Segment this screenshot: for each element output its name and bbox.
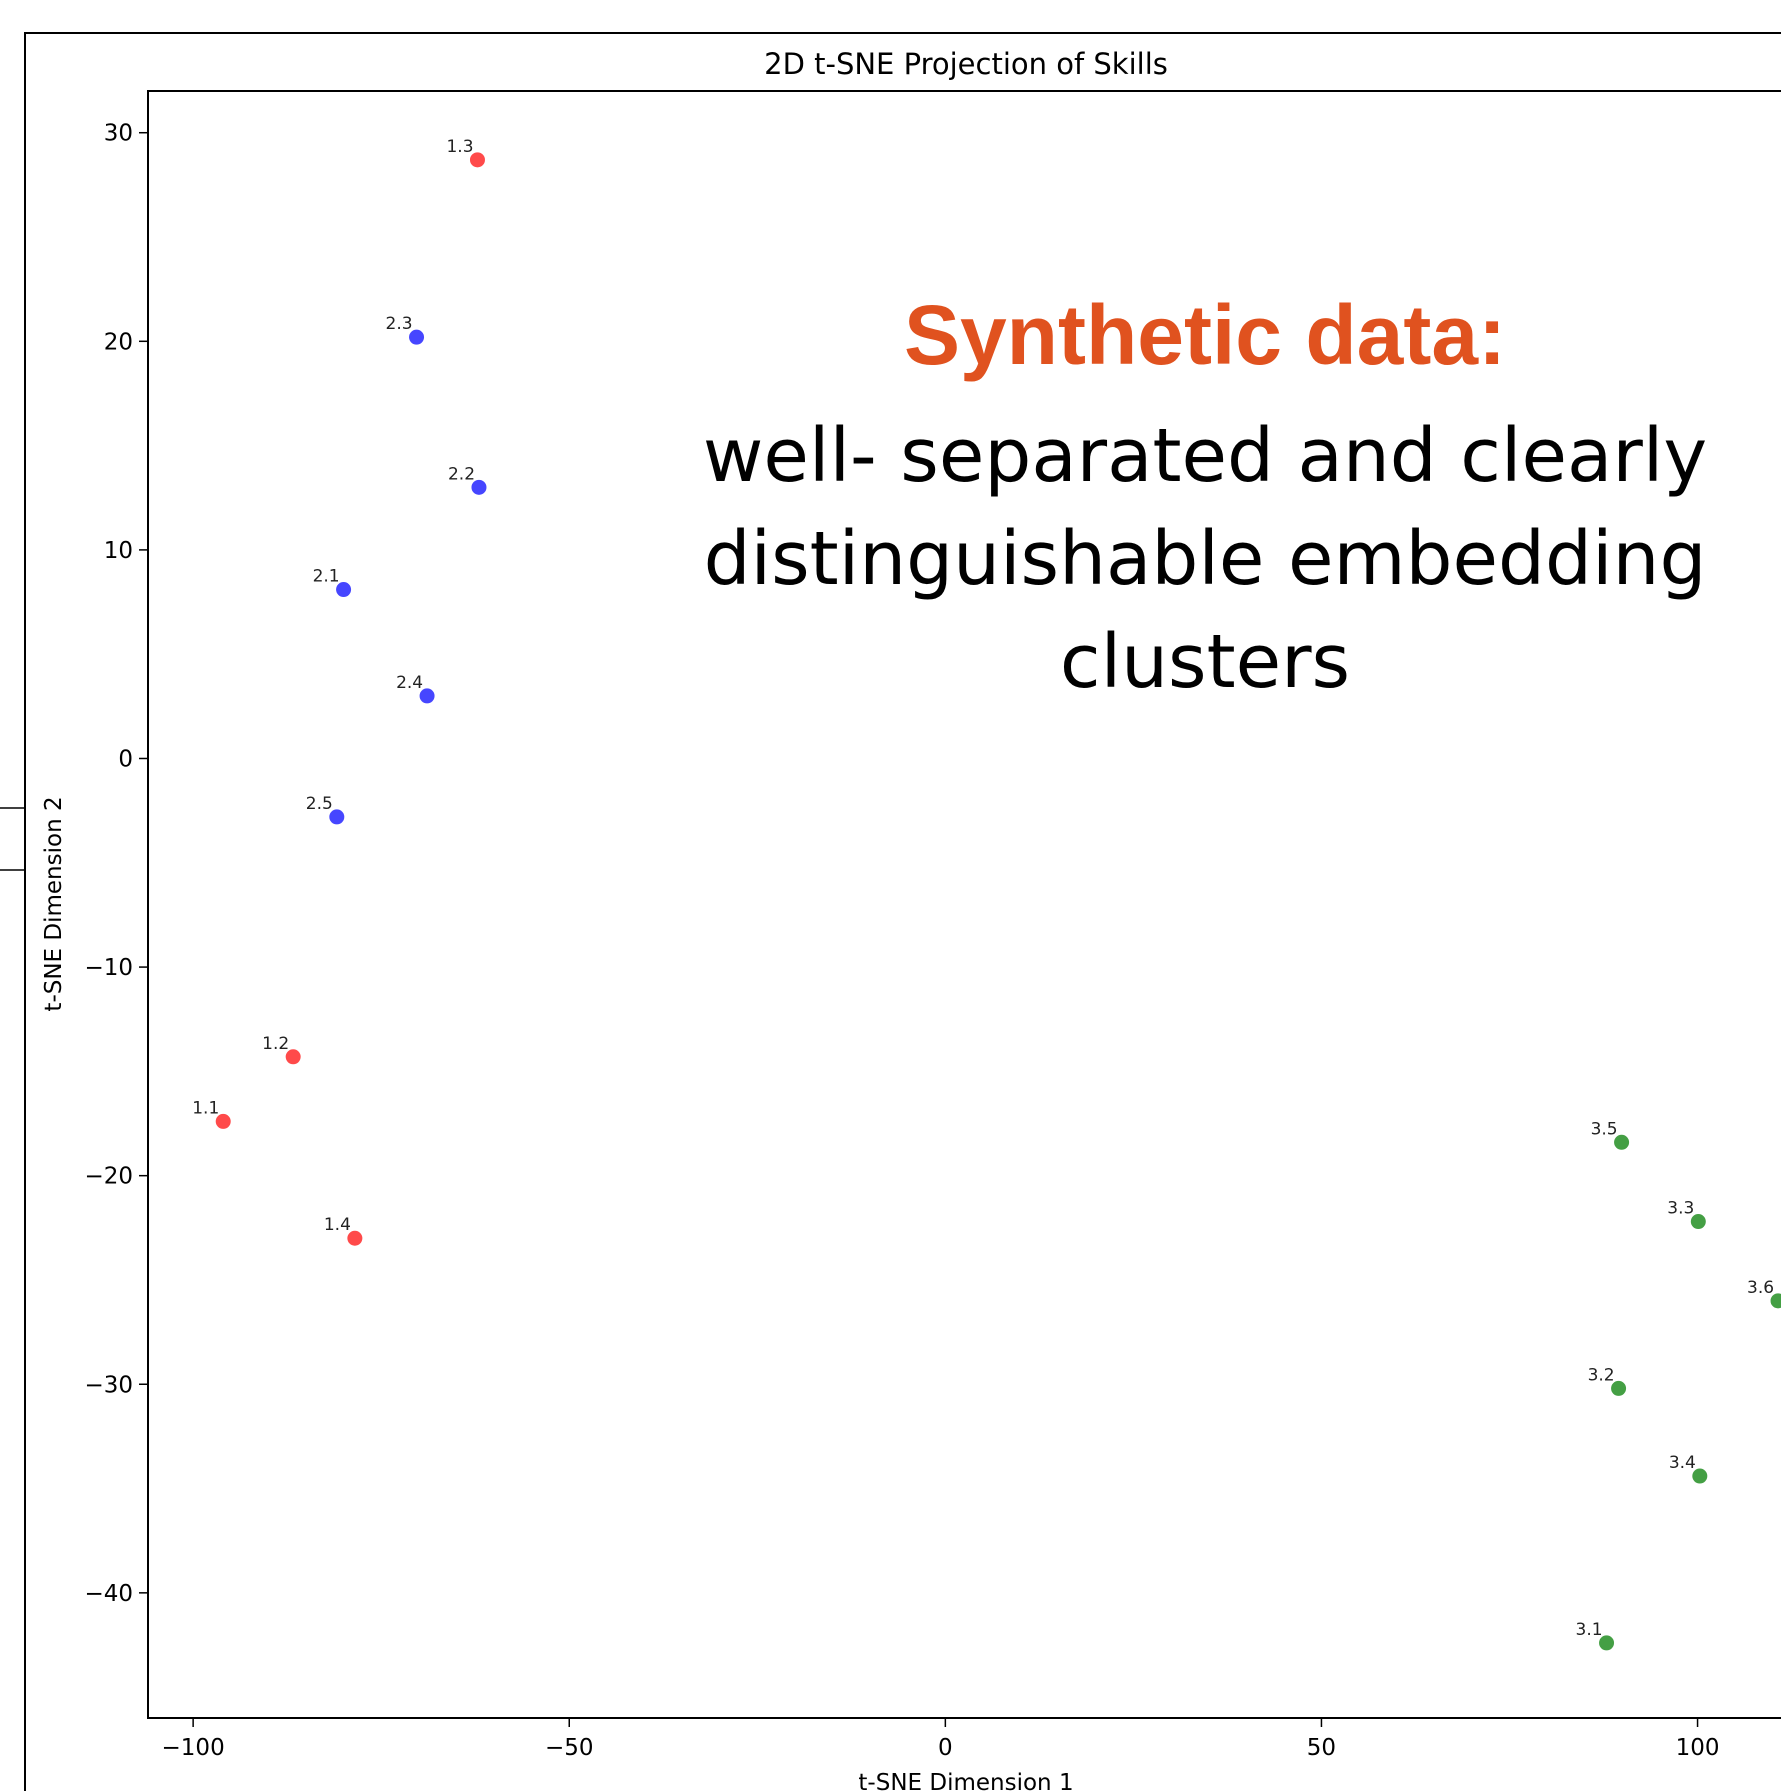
data-points: 1.1 1.2 1.3 1.4 2.1 2.2 2.3 2.4 2.5 3.1 3.2 3.3 3.4 3… xyxy=(192,137,1781,1651)
point-label: 2.1 xyxy=(313,567,340,587)
data-point xyxy=(1690,1214,1706,1230)
overlay-title: Synthetic data: xyxy=(903,288,1507,382)
y-tick-label: 0 xyxy=(118,746,133,772)
point-label: 2.5 xyxy=(306,794,333,814)
data-point xyxy=(1614,1134,1630,1150)
data-point xyxy=(419,688,435,704)
chart-title: 2D t-SNE Projection of Skills xyxy=(764,47,1168,81)
data-point xyxy=(336,582,352,598)
y-tick-label: −20 xyxy=(84,1164,133,1190)
x-tick-label: −100 xyxy=(162,1735,225,1761)
data-point xyxy=(347,1230,363,1246)
data-point xyxy=(1770,1293,1781,1309)
point-label: 3.1 xyxy=(1576,1620,1603,1640)
point-label: 1.1 xyxy=(192,1098,219,1118)
x-tick-label: −50 xyxy=(545,1735,594,1761)
point-label: 1.4 xyxy=(324,1215,351,1235)
point-label: 2.4 xyxy=(396,673,423,693)
y-tick-label: 30 xyxy=(104,121,133,147)
overlay-body: well- separated and clearly distinguisha… xyxy=(702,413,1708,705)
y-tick-label: −30 xyxy=(84,1372,133,1398)
point-label: 1.3 xyxy=(446,137,473,157)
point-label: 2.2 xyxy=(448,464,475,484)
y-tick-label: −10 xyxy=(84,955,133,981)
data-point xyxy=(1692,1468,1708,1484)
data-point xyxy=(469,152,485,168)
x-tick-label: 50 xyxy=(1307,1735,1336,1761)
y-tick-label: −40 xyxy=(84,1581,133,1607)
data-point xyxy=(1611,1380,1627,1396)
figure-frame xyxy=(24,32,1781,1791)
point-label: 3.3 xyxy=(1667,1199,1694,1219)
data-point xyxy=(329,809,345,825)
point-label: 3.4 xyxy=(1669,1453,1696,1473)
x-tick-label: 100 xyxy=(1676,1735,1720,1761)
point-label: 2.3 xyxy=(386,314,413,334)
point-label: 3.6 xyxy=(1747,1278,1774,1298)
data-point xyxy=(1599,1635,1615,1651)
data-point xyxy=(215,1113,231,1129)
y-tick-label: 20 xyxy=(104,329,133,355)
point-label: 3.2 xyxy=(1588,1365,1615,1385)
y-axis-ticks: 30 20 10 0 −10 −20 −30 −40 xyxy=(84,121,148,1607)
x-tick-label: 0 xyxy=(938,1735,953,1761)
data-point xyxy=(285,1049,301,1065)
point-label: 3.5 xyxy=(1591,1119,1618,1139)
data-point xyxy=(409,329,425,345)
point-label: 1.2 xyxy=(262,1034,289,1054)
y-axis-label: t-SNE Dimension 2 xyxy=(41,796,67,1011)
data-point xyxy=(471,479,487,495)
plot-area xyxy=(147,90,1781,1719)
x-axis-ticks: −100 −50 0 50 100 xyxy=(162,1718,1720,1761)
x-axis-label: t-SNE Dimension 1 xyxy=(858,1770,1073,1791)
y-tick-label: 10 xyxy=(104,538,133,564)
